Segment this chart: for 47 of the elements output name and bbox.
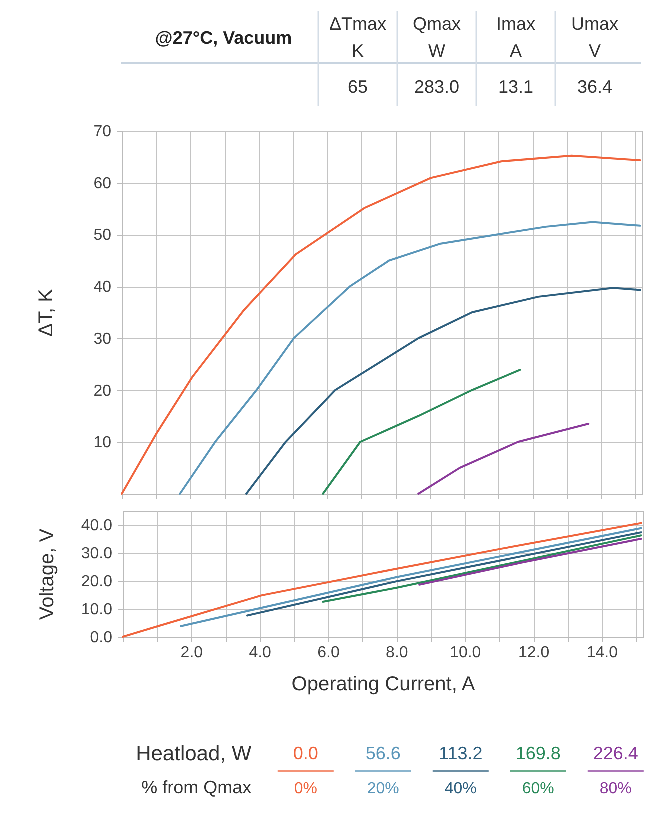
x-tick-label: 6.0 <box>318 644 340 662</box>
y-tick-label: 0.0 <box>90 630 113 646</box>
y-tick-label: 70 <box>94 124 112 140</box>
x-axis-title: Operating Current, A <box>292 674 476 696</box>
x-tick-label: 4.0 <box>249 644 272 662</box>
text: 13.1 <box>498 76 534 97</box>
x-tick-label: 2.0 <box>180 644 204 662</box>
category-label: Imax A <box>496 14 536 61</box>
category-label: Qmax W <box>412 14 462 61</box>
y-tick-label: 50 <box>94 227 112 244</box>
text: 0% <box>294 780 318 798</box>
text: 36.4 <box>577 76 613 97</box>
line-series <box>179 221 642 495</box>
line-series <box>418 422 590 495</box>
y-tick-label: 10.0 <box>81 602 113 618</box>
legend-title: Heatload, W <box>136 742 252 766</box>
y-tick-label: 60 <box>94 175 112 192</box>
text: 60% <box>522 780 554 798</box>
text: % from Qmax <box>142 778 252 798</box>
text: 65 <box>348 76 368 97</box>
x-tick-label: 14.0 <box>586 644 618 662</box>
line-series <box>246 287 642 495</box>
y-tick-label: 30.0 <box>81 546 113 562</box>
text: 226.4 <box>593 743 638 764</box>
y-axis-title: Voltage, V <box>36 528 58 620</box>
text: 20% <box>367 780 400 798</box>
text: 40% <box>444 780 477 798</box>
x-tick-label: 12.0 <box>518 644 550 662</box>
y-tick-label: 20.0 <box>81 574 113 590</box>
text: 169.8 <box>516 743 561 764</box>
x-tick-label: 8.0 <box>386 644 408 662</box>
category-label: ΔTmax K <box>329 14 387 61</box>
category-label: Umax V <box>571 14 619 61</box>
y-tick-label: 10 <box>94 434 112 452</box>
line-series <box>322 369 522 495</box>
text: 113.2 <box>439 743 483 764</box>
text: 283.0 <box>414 76 460 97</box>
y-tick-label: 40 <box>94 279 112 296</box>
y-tick-label: 40.0 <box>81 518 113 534</box>
y-tick-label: 30 <box>94 330 112 348</box>
y-axis-title: ΔT, K <box>36 288 58 337</box>
text: 56.6 <box>366 743 401 764</box>
x-tick-label: 10.0 <box>450 644 482 662</box>
text: @27°C, Vacuum <box>155 28 292 48</box>
text: 0.0 <box>293 743 318 764</box>
text: 80% <box>600 780 632 798</box>
y-tick-label: 20 <box>94 382 112 400</box>
